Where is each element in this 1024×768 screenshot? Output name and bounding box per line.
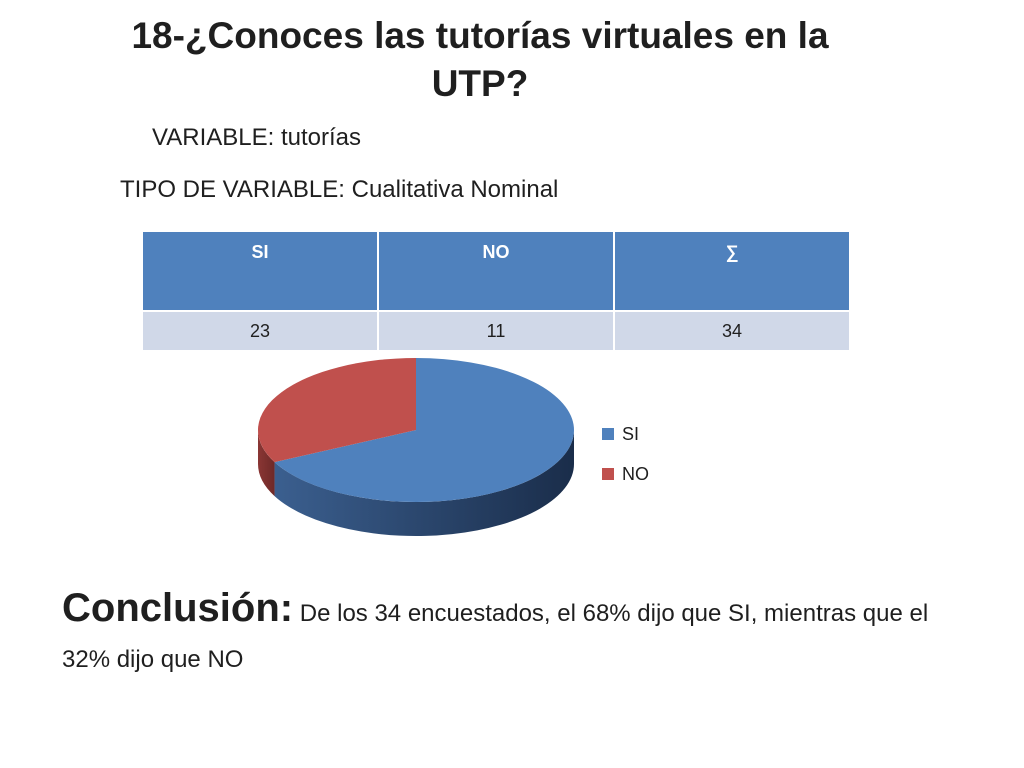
table-header-no: NO: [377, 230, 615, 312]
frequency-table: SI NO ∑ 23 11 34: [141, 230, 851, 352]
table-cell-si: 23: [141, 310, 379, 352]
table-row: 23 11 34: [141, 310, 851, 352]
slide-title: 18-¿Conoces las tutorías virtuales en la…: [131, 15, 829, 104]
legend-label-si: SI: [622, 423, 640, 444]
legend-swatch-no: [602, 468, 614, 480]
legend-item-si: SI: [602, 424, 649, 444]
chart-legend: SI NO: [602, 424, 649, 504]
table-header-sum: ∑: [613, 230, 851, 312]
pie-side-si: [274, 430, 574, 536]
legend-swatch-si: [602, 428, 614, 440]
pie-side-no: [258, 430, 275, 497]
pie-chart: [258, 358, 574, 536]
table-header-row: SI NO ∑: [141, 230, 851, 312]
pie-sides: [258, 430, 574, 536]
legend-item-no: NO: [602, 464, 649, 484]
legend-label-no: NO: [622, 463, 649, 484]
pie-slice-si: [274, 358, 574, 502]
table-cell-sum: 34: [613, 310, 851, 352]
table-cell-no: 11: [377, 310, 615, 352]
conclusion-label: Conclusión:: [62, 586, 294, 630]
variable-type-label: TIPO DE VARIABLE: Cualitativa Nominal: [120, 176, 559, 203]
pie-slice-no: [258, 358, 416, 463]
table-header-si: SI: [141, 230, 379, 312]
pie-tops: [258, 358, 574, 502]
conclusion-text: Conclusión: De los 34 encuestados, el 68…: [62, 585, 962, 683]
variable-label: VARIABLE: tutorías: [152, 124, 361, 151]
conclusion-body: De los 34 encuestados, el 68% dijo que S…: [62, 600, 929, 673]
